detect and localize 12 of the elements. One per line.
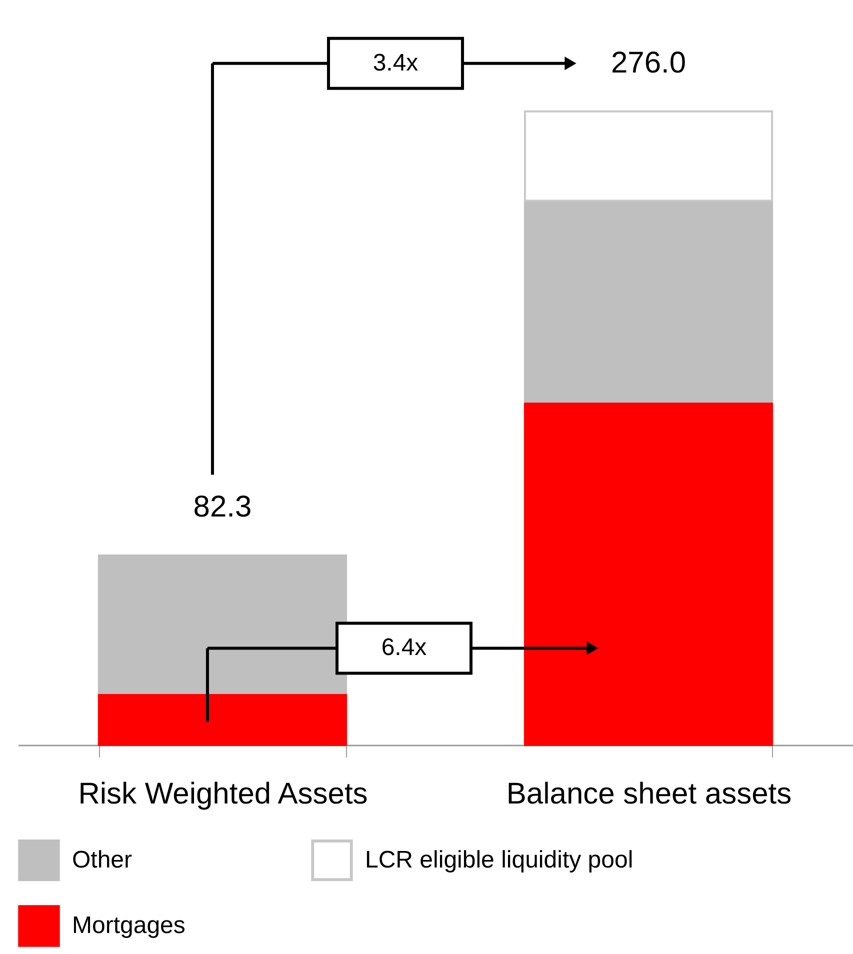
x-tick-label: Balance sheet assets bbox=[506, 778, 792, 810]
x-tick-label: Risk Weighted Assets bbox=[78, 778, 368, 810]
bar bbox=[98, 692, 348, 746]
annotation: 6.4x bbox=[381, 634, 427, 662]
legend-label: LCR eligible liquidity pool bbox=[365, 846, 634, 874]
legend-label: Other bbox=[72, 846, 132, 874]
bar bbox=[98, 554, 348, 694]
annotation: 82.3 bbox=[193, 490, 252, 524]
text: 3.4x bbox=[372, 49, 418, 76]
bar bbox=[524, 400, 774, 746]
annotation: 276.0 bbox=[610, 46, 686, 80]
legend-label: Mortgages bbox=[72, 912, 186, 939]
